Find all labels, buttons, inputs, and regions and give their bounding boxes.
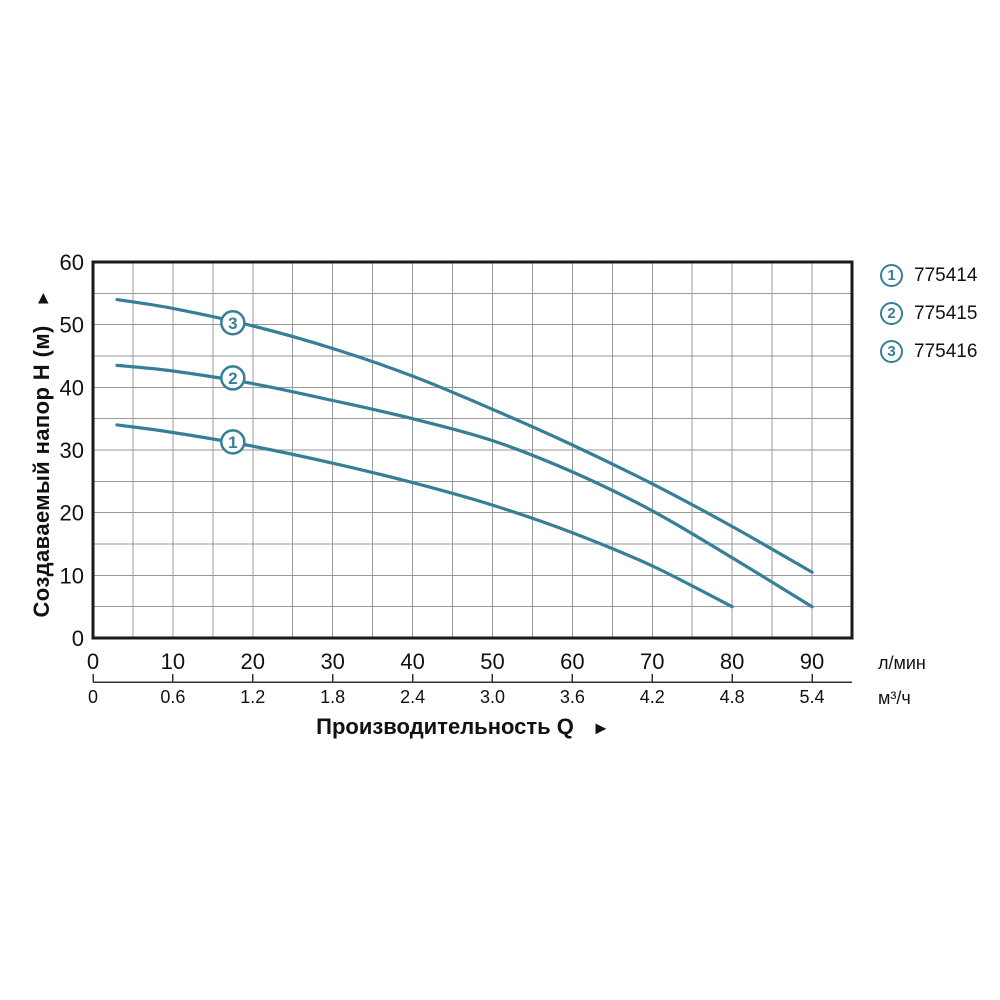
x-tick-label-m3h: 3.6 [560,687,585,707]
x-tick-label-m3h: 0.6 [160,687,185,707]
legend-marker-circle-1: 1 [880,264,903,287]
x-tick-label-lmin: 70 [640,649,664,674]
marker-circle [220,365,246,391]
marker-circle [220,310,246,336]
x-tick-label-lmin: 10 [161,649,185,674]
legend-code-3: 775416 [914,340,978,362]
legend-marker-circle-2: 2 [880,302,903,325]
up-arrow-icon: ▲ [34,287,53,308]
x-tick-label-m3h: 2.4 [400,687,425,707]
x-tick-label-m3h: 4.8 [720,687,745,707]
x-tick-label-lmin: 30 [320,649,344,674]
curve-775415 [115,363,814,609]
plot-border [91,260,854,640]
y-tick-label: 40 [60,375,84,400]
x-tick-label-m3h: 0 [88,687,98,707]
x-tick-label-lmin: 90 [800,649,824,674]
x-tick-label-m3h: 3.0 [480,687,505,707]
x-tick-label-m3h: 5.4 [800,687,825,707]
legend-marker-circle-3: 3 [880,340,903,363]
y-tick-label: 30 [60,438,84,463]
marker-number: 3 [228,314,237,333]
curve-marker-1: 1 [220,429,246,455]
legend: 1 775414 2 775415 3 775416 [880,264,977,363]
marker-circle [220,429,246,455]
y-axis-title-text: Создаваемый напор H (м) [29,325,54,618]
y-tick-label: 20 [60,501,84,526]
x-tick-label-lmin: 50 [480,649,504,674]
curve-marker-2: 2 [220,365,246,391]
legend-code-1: 775414 [914,264,978,286]
x-axis-title: Производительность Q ► [163,714,763,740]
x-tick-label-lmin: 80 [720,649,744,674]
x-axis-unit-lmin: л/мин [878,653,926,673]
y-tick-label: 10 [60,563,84,588]
legend-code-2: 775415 [914,302,978,324]
x-tick-label-lmin: 20 [241,649,265,674]
x-tick-label-m3h: 1.8 [320,687,345,707]
y-tick-label: 60 [60,250,84,275]
x-tick-label-m3h: 1.2 [240,687,265,707]
y-axis-title: Создаваемый напор H (м) ▲ [29,133,55,773]
x-tick-label-lmin: 0 [87,649,99,674]
y-tick-label: 0 [72,626,84,651]
x-axis-unit-m3h: м³/ч [878,688,911,708]
marker-number: 2 [228,369,237,388]
legend-item: 3 775416 [880,340,977,363]
x-tick-label-lmin: 60 [560,649,584,674]
curve-775416 [115,298,814,574]
x-tick-label-lmin: 40 [400,649,424,674]
right-arrow-icon: ► [592,718,610,738]
curve-marker-3: 3 [220,310,246,336]
marker-number: 1 [228,433,237,452]
y-tick-label: 50 [60,313,84,338]
curve-775414 [115,423,734,609]
x-tick-label-m3h: 4.2 [640,687,665,707]
x-axis-title-text: Производительность Q [316,714,574,739]
legend-item: 2 775415 [880,302,977,325]
legend-item: 1 775414 [880,264,977,287]
